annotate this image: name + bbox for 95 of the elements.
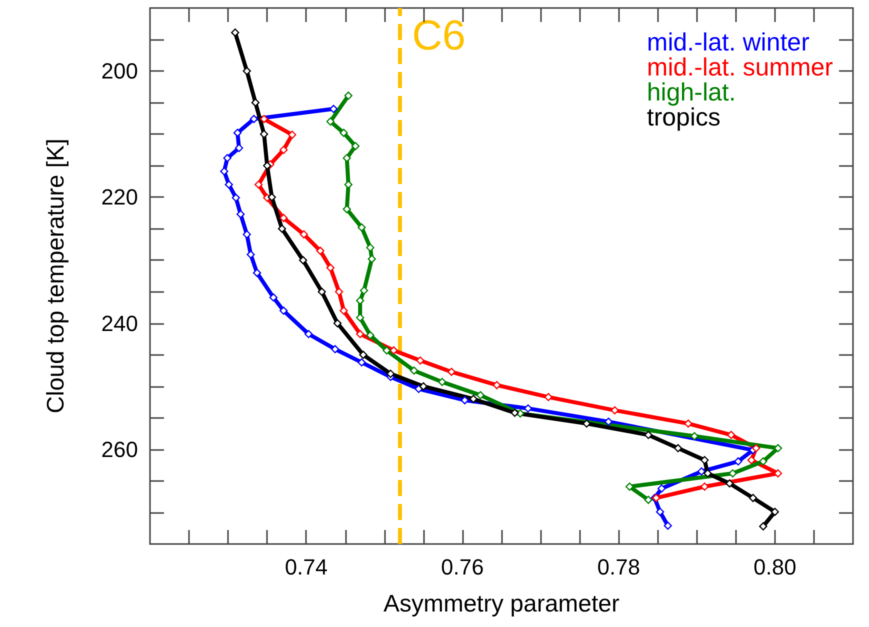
point xyxy=(604,418,613,426)
y-tick-label: 240 xyxy=(101,310,138,336)
point xyxy=(232,194,240,202)
point xyxy=(419,382,428,390)
point xyxy=(279,214,288,222)
point xyxy=(224,180,233,189)
x-tick-label: 0.74 xyxy=(284,554,328,580)
point xyxy=(510,408,519,417)
point xyxy=(356,330,364,338)
point xyxy=(656,508,664,516)
point xyxy=(288,130,296,139)
point xyxy=(254,180,263,189)
point xyxy=(674,444,682,452)
point xyxy=(279,146,288,154)
point xyxy=(300,230,308,238)
point xyxy=(220,167,228,176)
point xyxy=(644,430,652,440)
point xyxy=(728,469,737,478)
point xyxy=(260,114,268,124)
ref-line-label: C6 xyxy=(412,12,466,58)
point xyxy=(233,128,242,137)
point xyxy=(278,224,286,233)
point xyxy=(304,330,313,338)
y-axis-title: Cloud top temperature [K] xyxy=(42,138,70,414)
point xyxy=(326,264,335,272)
point xyxy=(368,254,376,264)
point xyxy=(644,496,652,504)
point xyxy=(664,522,672,530)
point xyxy=(251,98,260,107)
point xyxy=(582,419,591,428)
point xyxy=(438,378,446,386)
point xyxy=(340,306,348,315)
point xyxy=(382,346,391,355)
point xyxy=(759,522,768,530)
text: mid.-lat. summer xyxy=(646,54,834,82)
x-tick-label: 0.76 xyxy=(441,554,484,580)
point xyxy=(358,223,366,232)
point xyxy=(476,391,485,400)
point xyxy=(416,356,424,365)
point xyxy=(358,358,366,366)
point xyxy=(252,268,262,277)
x-tick-label: 0.78 xyxy=(597,554,640,580)
point xyxy=(492,380,501,390)
point xyxy=(242,66,251,76)
point xyxy=(727,430,736,440)
point xyxy=(223,154,232,162)
point xyxy=(316,246,324,255)
point xyxy=(340,128,348,137)
point xyxy=(269,293,278,302)
point xyxy=(351,142,360,150)
point xyxy=(759,457,768,466)
x-tick-label: 0.80 xyxy=(753,554,796,580)
y-tick-label: 200 xyxy=(101,58,138,84)
point xyxy=(469,394,478,404)
point xyxy=(279,306,288,315)
point xyxy=(390,346,398,355)
point xyxy=(326,117,335,126)
point xyxy=(610,406,619,414)
point xyxy=(752,444,760,452)
point xyxy=(250,114,258,124)
point xyxy=(231,28,240,37)
point xyxy=(299,256,308,264)
y-tick-label: 260 xyxy=(101,436,138,462)
point xyxy=(748,494,758,502)
point xyxy=(331,345,340,354)
point xyxy=(447,368,456,376)
point xyxy=(747,456,756,464)
x-axis-title: Asymmetry parameter xyxy=(383,590,620,618)
point xyxy=(263,162,272,170)
point xyxy=(770,508,779,516)
point xyxy=(360,286,368,295)
point xyxy=(359,350,368,359)
point xyxy=(658,484,666,493)
point xyxy=(366,244,374,252)
point xyxy=(242,230,251,238)
point xyxy=(700,456,709,464)
point xyxy=(704,469,712,478)
point xyxy=(386,370,395,378)
point xyxy=(734,457,742,466)
point xyxy=(333,319,342,328)
y-tick-label: 220 xyxy=(101,184,138,210)
point xyxy=(684,419,692,428)
point xyxy=(544,392,552,402)
text: mid.-lat. winter xyxy=(646,28,810,56)
point xyxy=(460,396,469,404)
point xyxy=(366,331,374,340)
point xyxy=(236,210,245,218)
point xyxy=(410,366,418,375)
point xyxy=(334,288,344,296)
point xyxy=(268,193,276,202)
point xyxy=(697,467,706,476)
point xyxy=(344,92,352,100)
point xyxy=(725,479,734,488)
text: high-lat. xyxy=(646,78,736,106)
point xyxy=(318,288,326,296)
